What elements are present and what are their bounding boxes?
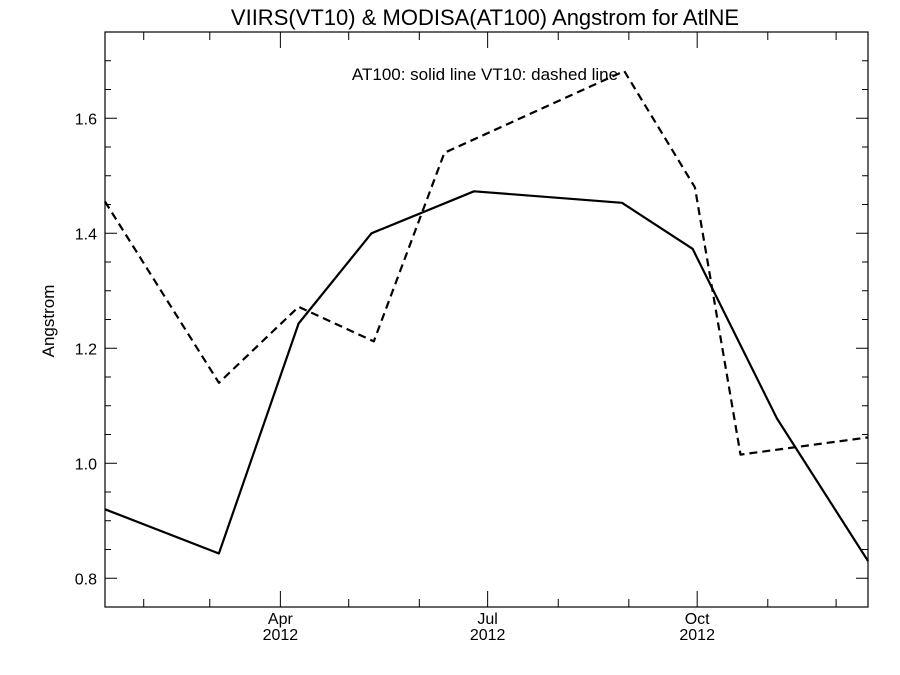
- y-axis-label: Angstrom: [39, 285, 58, 358]
- y-tick-label: 1.6: [75, 111, 97, 128]
- series-line-at100: [104, 190, 869, 562]
- y-tick-label: 1.2: [75, 341, 97, 358]
- y-tick-label: 0.8: [75, 571, 97, 588]
- x-tick-year-label: 2012: [470, 627, 506, 644]
- x-tick-month-label: Oct: [685, 611, 710, 628]
- series-annotation: AT100: solid line VT10: dashed line: [352, 65, 618, 84]
- series-layer: [104, 69, 869, 562]
- plot-frame: [104, 31, 869, 608]
- y-tick-label: 1.4: [75, 226, 97, 243]
- x-tick-year-label: 2012: [263, 627, 299, 644]
- chart-title: VIIRS(VT10) & MODISA(AT100) Angstrom for…: [231, 5, 739, 30]
- series-line-vt10: [104, 69, 869, 456]
- x-tick-month-label: Jul: [477, 611, 497, 628]
- x-tick-month-label: Apr: [268, 611, 294, 628]
- data-point-vt10: [442, 151, 446, 155]
- x-tick-year-label: 2012: [679, 627, 715, 644]
- y-tick-label: 1.0: [75, 456, 97, 473]
